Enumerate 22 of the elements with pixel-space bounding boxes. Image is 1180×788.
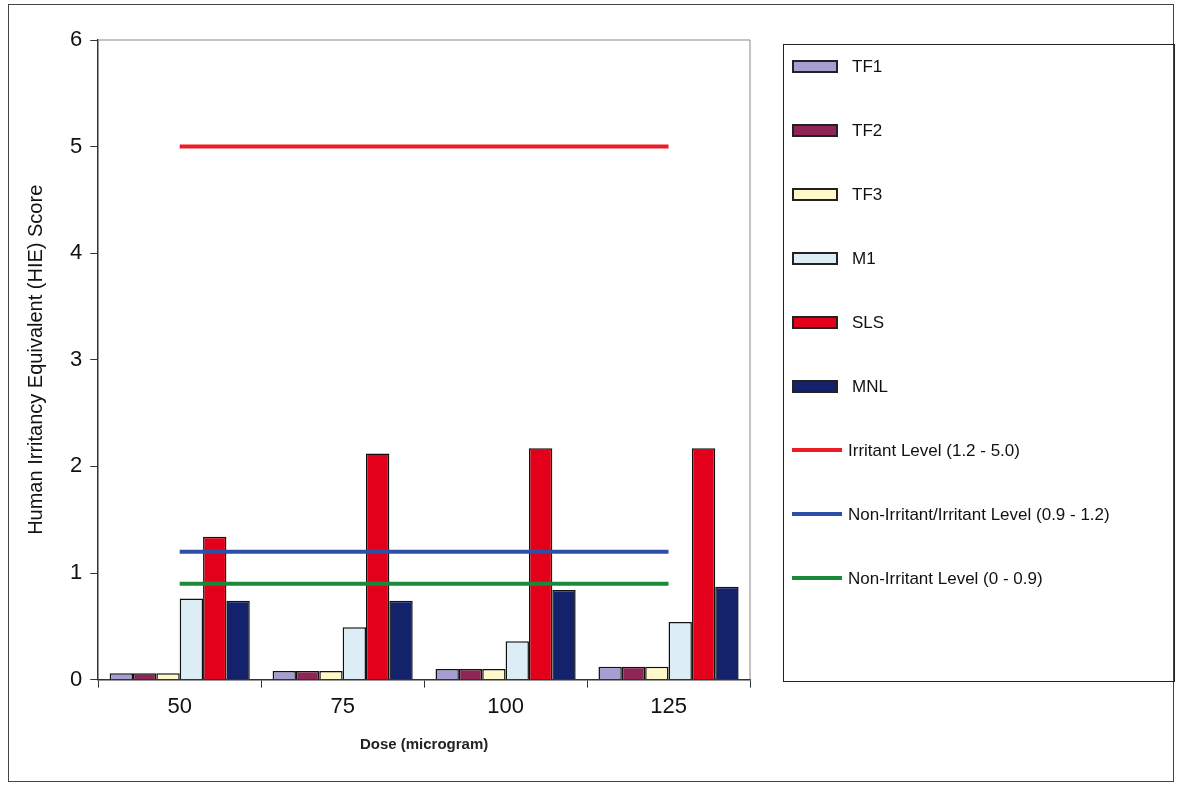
- legend-label: Non-Irritant/Irritant Level (0.9 - 1.2): [848, 504, 1110, 526]
- y-tick-label: 5: [69, 132, 83, 158]
- x-tick-label: 100: [487, 692, 524, 718]
- x-tick-label: 50: [167, 692, 192, 718]
- legend-label: SLS: [852, 312, 885, 334]
- y-tick-label: 4: [69, 239, 83, 265]
- y-tick-label: 0: [69, 665, 83, 691]
- legend-label: Non-Irritant Level (0 - 0.9): [848, 568, 1043, 590]
- y-tick-label: 3: [69, 345, 83, 371]
- x-axis-title: Dose (microgram): [359, 735, 489, 753]
- legend-label: MNL: [852, 376, 888, 398]
- legend-label: TF2: [852, 120, 883, 142]
- y-tick-label: 1: [69, 559, 83, 585]
- x-tick-label: 75: [330, 692, 355, 718]
- legend-label: Irritant Level (1.2 - 5.0): [848, 440, 1020, 462]
- legend-label: M1: [852, 248, 876, 270]
- y-tick-label: 6: [69, 26, 83, 52]
- legend-label: TF1: [852, 56, 883, 78]
- legend-label: TF3: [852, 184, 883, 206]
- y-axis-title: Human Irritancy Equivalent (HIE) Score: [23, 184, 46, 535]
- y-tick-label: 2: [69, 452, 83, 478]
- x-tick-label: 125: [650, 692, 687, 718]
